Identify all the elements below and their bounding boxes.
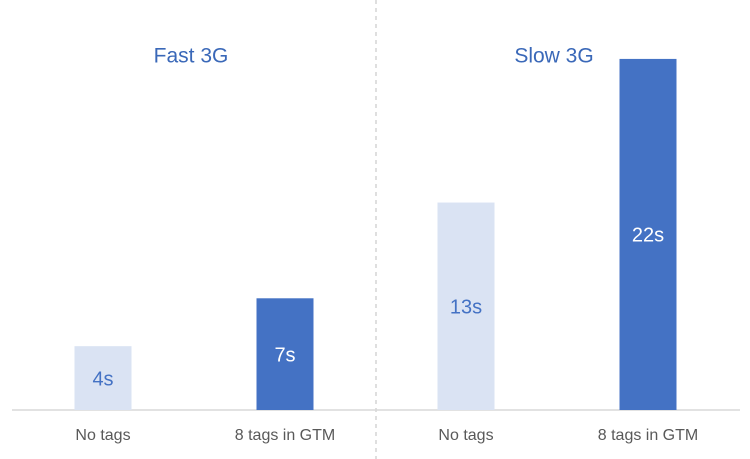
x-tick-label: No tags [438,427,493,444]
bar [74,346,132,410]
bar [437,202,495,410]
x-tick-label: No tags [75,427,130,444]
value-label: 7s [274,344,295,366]
value-label: 13s [450,297,482,319]
x-tick-label: 8 tags in GTM [598,427,698,444]
value-label: 4s [92,368,113,390]
bar [619,58,677,411]
chart-title: Fast 3G [154,45,229,68]
chart-title: Slow 3G [514,45,593,68]
x-tick-label: 8 tags in GTM [235,427,335,444]
value-label: 22s [632,225,664,247]
bar [256,298,314,410]
